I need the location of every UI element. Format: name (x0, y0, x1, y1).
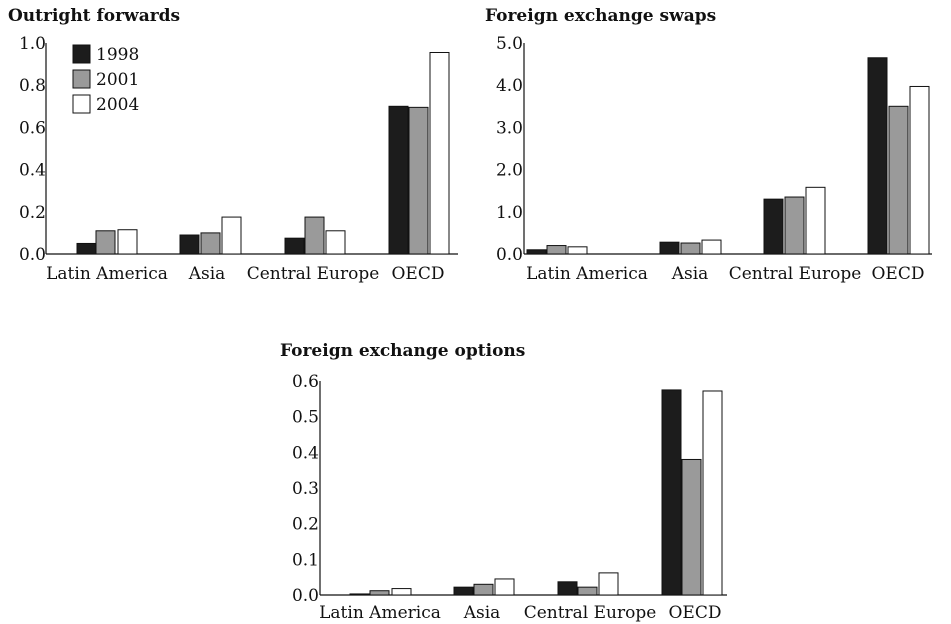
bar-1998-3 (867, 57, 888, 255)
chart-title: Foreign exchange swaps (485, 6, 716, 26)
y-tick-label: 0.1 (292, 550, 319, 570)
bar-1998-0 (349, 593, 370, 596)
bar-2004-1 (701, 239, 722, 255)
bar-2001-2 (304, 216, 325, 255)
x-category-label: Central Europe (524, 603, 657, 623)
x-category-label: OECD (669, 603, 722, 623)
legend-label: 2004 (96, 95, 139, 115)
legend: 1998 2001 2004 (72, 44, 139, 115)
bar-2004-0 (391, 588, 412, 596)
y-tick-label: 0.2 (292, 515, 319, 535)
bar-2004-2 (325, 230, 346, 255)
bar-1998-3 (388, 105, 409, 255)
bar-1998-1 (453, 586, 474, 596)
bar-2001-2 (577, 586, 598, 596)
legend-swatch (72, 44, 91, 64)
bar-2004-0 (567, 246, 588, 255)
x-category-label: Asia (463, 603, 501, 623)
legend-label: 2001 (96, 70, 139, 90)
bar-1998-0 (76, 242, 97, 255)
bar-1998-3 (661, 389, 682, 596)
y-tick-label: 0.6 (292, 372, 319, 392)
y-tick-label: 0.0 (19, 245, 46, 265)
bar-2004-1 (221, 216, 242, 255)
bar-2001-1 (680, 242, 701, 255)
bar-2004-2 (598, 572, 619, 596)
y-tick-label: 0.4 (19, 161, 46, 181)
chart-title: Foreign exchange options (280, 341, 525, 361)
y-tick-label: 0.4 (292, 443, 319, 463)
y-tick-label: 0.0 (496, 245, 523, 265)
bar-1998-1 (659, 241, 680, 255)
bar-2001-0 (369, 590, 390, 596)
y-tick-label: 4.0 (496, 76, 523, 96)
x-category-label: OECD (392, 264, 445, 284)
legend-swatch (72, 69, 91, 89)
bar-1998-2 (557, 581, 578, 596)
y-tick-label: 5.0 (496, 34, 523, 54)
x-category-label: Central Europe (247, 264, 380, 284)
bar-1998-2 (763, 198, 784, 255)
y-tick-label: 0.3 (292, 479, 319, 499)
chart-fx-swaps: Foreign exchange swaps 0.0 1.0 2.0 3.0 4.0 5.… (485, 6, 932, 284)
y-tick-label: 1.0 (496, 203, 523, 223)
bar-2001-0 (546, 245, 567, 255)
chart-outright-forwards: Outright forwards 0.0 0.2 0.4 0.6 0.8 1.0 Lati… (8, 6, 458, 284)
y-tick-label: 3.0 (496, 118, 523, 138)
y-tick-label: 1.0 (19, 34, 46, 54)
bar-2001-3 (681, 458, 702, 596)
x-category-label: Asia (188, 264, 226, 284)
legend-label: 1998 (96, 45, 139, 65)
chart-fx-options: Foreign exchange options 0.0 0.1 0.2 0.3 0.4… (280, 341, 727, 623)
x-category-label: OECD (872, 264, 925, 284)
bar-2004-1 (494, 578, 515, 596)
bar-1998-1 (179, 234, 200, 255)
x-category-label: Asia (671, 264, 709, 284)
bar-2001-1 (200, 232, 221, 255)
y-tick-label: 2.0 (496, 161, 523, 181)
bar-2004-0 (117, 229, 138, 255)
bar-2001-3 (408, 106, 429, 255)
y-tick-label: 0.8 (19, 76, 46, 96)
x-category-label: Central Europe (729, 264, 862, 284)
bar-2001-0 (95, 230, 116, 255)
x-category-label: Latin America (46, 264, 168, 284)
bar-2004-3 (702, 390, 723, 596)
y-tick-label: 0.2 (19, 203, 46, 223)
y-tick-label: 0.5 (292, 408, 319, 428)
y-tick-label: 0.0 (292, 586, 319, 606)
bar-2004-2 (805, 186, 826, 255)
bar-2004-3 (429, 51, 450, 255)
x-category-label: Latin America (526, 264, 648, 284)
legend-swatch (72, 94, 91, 114)
bar-1998-0 (526, 249, 547, 255)
y-tick-label: 0.6 (19, 118, 46, 138)
bar-1998-2 (284, 237, 305, 255)
chart-title: Outright forwards (8, 6, 180, 26)
bar-2004-3 (909, 85, 930, 255)
x-category-label: Latin America (319, 603, 441, 623)
bar-2001-1 (473, 583, 494, 596)
bar-2001-3 (888, 105, 909, 255)
bar-2001-2 (784, 196, 805, 255)
